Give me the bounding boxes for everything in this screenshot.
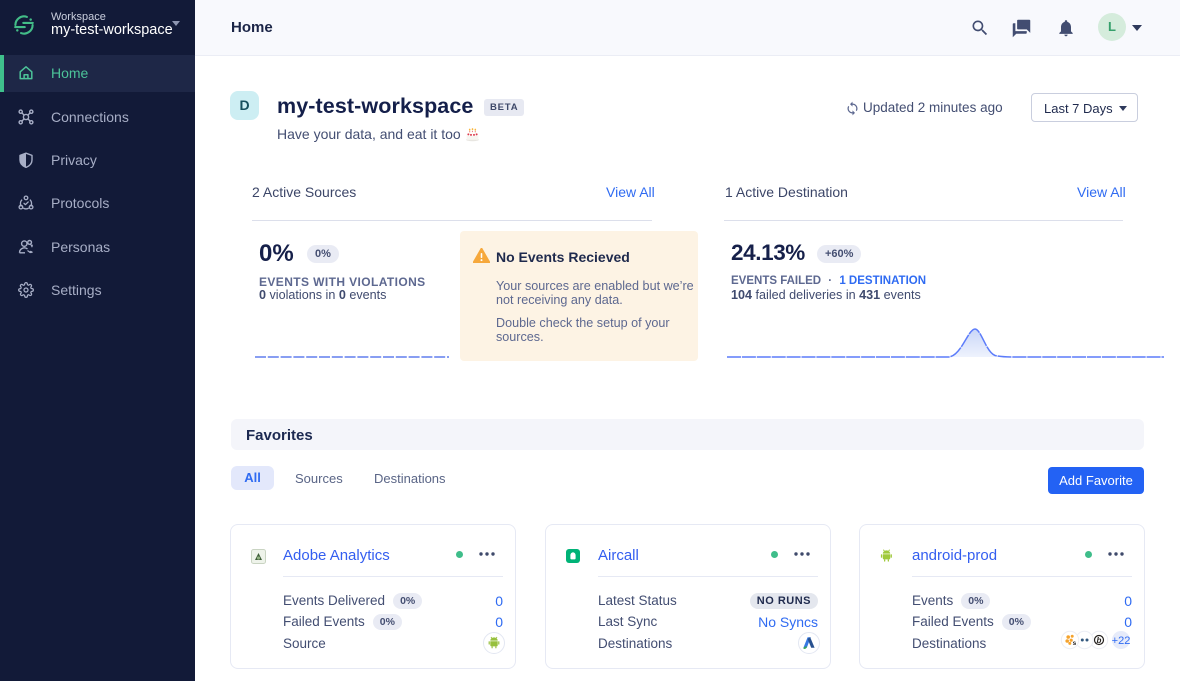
svg-text:s: s: [1073, 640, 1077, 647]
svg-text:b: b: [1097, 636, 1102, 645]
svg-text:+22: +22: [1112, 635, 1131, 647]
